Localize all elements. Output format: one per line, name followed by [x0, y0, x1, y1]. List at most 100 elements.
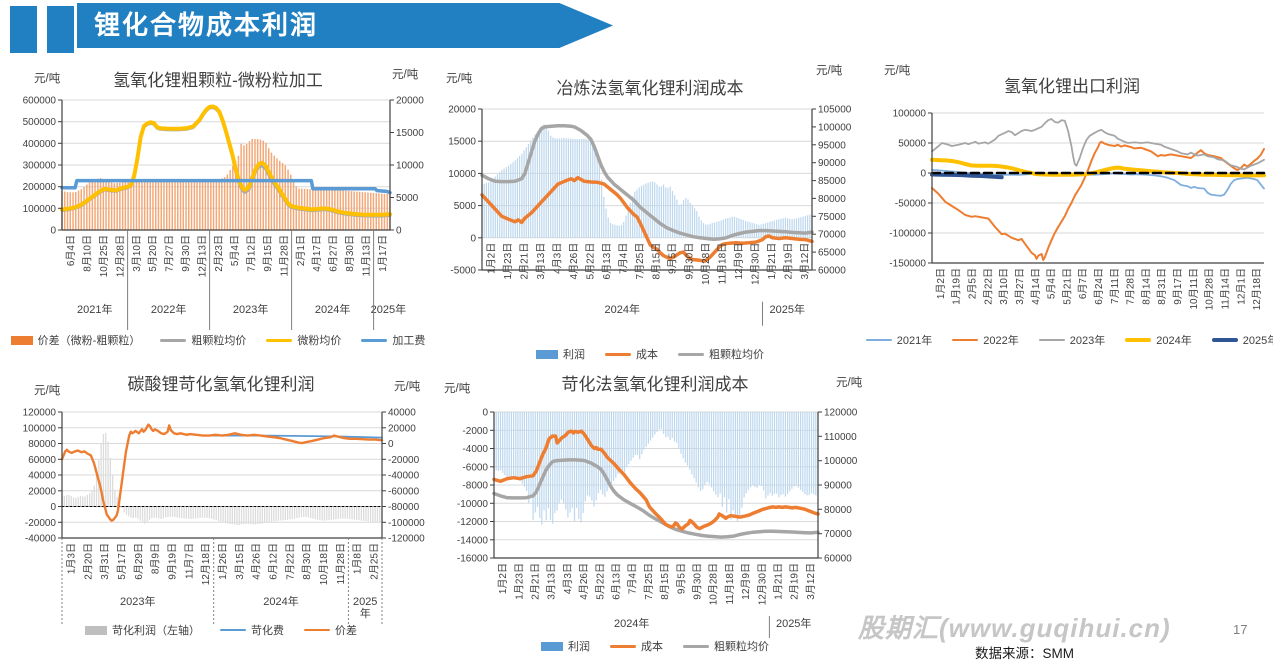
svg-text:-40000: -40000: [25, 534, 57, 545]
svg-text:8月9日: 8月9日: [150, 543, 162, 574]
series-加工费: [60, 178, 392, 195]
svg-text:100000: 100000: [824, 456, 858, 467]
axes: [478, 108, 816, 271]
year-group-labels: 2021年 2022年 2023年 2024年 2025年: [77, 302, 406, 316]
legend-label: 2024年: [1156, 335, 1192, 347]
axis-tick-labels: 0 100000 200000 300000 400000 500000 600000 0 50…: [23, 96, 425, 237]
svg-text:9月17日: 9月17日: [1172, 268, 1184, 305]
chart2-title: 冶炼法氢氧化锂利润成本: [556, 79, 744, 98]
svg-text:1月21日: 1月21日: [773, 563, 785, 600]
svg-text:2月23日: 2月23日: [213, 235, 225, 272]
legend-label: 2023年: [1069, 335, 1106, 347]
legend-label: 粗颗粒均价: [191, 335, 247, 347]
legend-item: 2022年: [952, 332, 1019, 348]
page-number: 17: [1233, 622, 1248, 637]
svg-text:2024年: 2024年: [614, 616, 649, 630]
svg-text:100000: 100000: [23, 423, 57, 434]
legend-item: 成本: [605, 346, 658, 362]
svg-text:12月9日: 12月9日: [733, 243, 745, 280]
svg-text:11月7日: 11月7日: [183, 543, 195, 579]
legend-label: 2022年: [983, 335, 1019, 347]
chart2-unit-left: 元/吨: [446, 73, 473, 85]
chart3-unit-left: 元/吨: [884, 65, 911, 77]
chart2-legend: 利润 成本 粗颗粒均价: [432, 346, 868, 362]
series-价差: [60, 423, 384, 522]
legend-line-icon: [266, 338, 293, 342]
series-2022年: [931, 140, 1265, 261]
svg-text:4月14日: 4月14日: [1030, 268, 1042, 305]
svg-text:105000: 105000: [818, 105, 852, 116]
svg-text:2024年: 2024年: [605, 302, 640, 316]
svg-text:10000: 10000: [396, 161, 424, 172]
legend-label: 苛化利润（左轴）: [112, 625, 200, 637]
svg-text:80000: 80000: [28, 439, 56, 450]
svg-text:5000: 5000: [396, 193, 419, 204]
chart1-unit-right: 元/吨: [392, 69, 419, 81]
axes: [928, 112, 1264, 264]
svg-text:2025: 2025: [353, 596, 377, 608]
legend-line-icon: [605, 352, 631, 356]
legend-item: 粗颗粒均价: [678, 346, 764, 362]
legend-line-icon: [1125, 338, 1152, 342]
chart5-plot: -16000 -14000 -12000 -10000 -8000 -6000 -4000 -…: [457, 408, 858, 638]
svg-text:5月4日: 5月4日: [229, 235, 241, 266]
svg-text:1月17日: 1月17日: [377, 235, 389, 272]
svg-text:12月13日: 12月13日: [196, 235, 208, 277]
chart2-unit-right: 元/吨: [816, 65, 843, 77]
legend-label: 加工费: [392, 335, 426, 347]
svg-text:2025年: 2025年: [371, 302, 406, 316]
svg-text:85000: 85000: [818, 176, 846, 187]
legend-swatch-icon: [10, 335, 33, 345]
chart4-title: 碳酸锂苛化氢氧化锂利润: [127, 375, 315, 394]
chart4-legend: 苛化利润（左轴） 苛化费 价差: [6, 622, 436, 638]
legend-item: 粗颗粒均价: [683, 638, 769, 654]
legend-item: 利润: [536, 346, 585, 362]
svg-text:7月4日: 7月4日: [617, 243, 629, 274]
series: [480, 124, 814, 263]
svg-text:70000: 70000: [824, 529, 852, 540]
svg-text:20000: 20000: [396, 96, 424, 107]
svg-text:75000: 75000: [818, 212, 846, 223]
svg-text:-5000: -5000: [450, 266, 476, 277]
legend-swatch-icon: [541, 641, 563, 651]
svg-text:-12000: -12000: [457, 517, 489, 528]
series-2021年: [931, 169, 1265, 197]
series-苛化费: [211, 434, 383, 439]
svg-text:11月18日: 11月18日: [724, 563, 736, 605]
legend-label: 粗颗粒均价: [709, 349, 764, 361]
axes: [58, 99, 394, 231]
chart1-title: 氢氧化锂粗颗粒-微粉粒加工: [113, 71, 323, 90]
svg-text:3月27日: 3月27日: [1014, 268, 1026, 305]
svg-text:9月30日: 9月30日: [692, 563, 704, 600]
svg-text:12月30日: 12月30日: [749, 243, 761, 285]
svg-text:6月4日: 6月4日: [65, 235, 77, 266]
axes: [58, 411, 386, 539]
svg-text:60000: 60000: [824, 554, 852, 565]
svg-text:0: 0: [482, 408, 488, 419]
legend-label: 利润: [568, 641, 590, 653]
chart1-unit-left: 元/吨: [34, 73, 61, 85]
svg-text:11月28日: 11月28日: [278, 235, 290, 277]
svg-text:2024年: 2024年: [315, 302, 350, 316]
svg-text:1月19日: 1月19日: [951, 268, 963, 305]
svg-text:7月27日: 7月27日: [164, 235, 176, 272]
x-axis-labels: 6月4日 8月10日 10月25日 12月28日 3月10日 5月20日 7月27日 9月30…: [65, 235, 389, 277]
svg-text:90000: 90000: [824, 481, 852, 492]
svg-text:600000: 600000: [23, 96, 57, 107]
series-利润: [493, 412, 819, 525]
svg-text:5月17日: 5月17日: [116, 543, 128, 580]
watermark: 股期汇(www.guqihui.cn): [858, 613, 1171, 643]
svg-text:120000: 120000: [824, 408, 858, 419]
svg-text:10月11日: 10月11日: [1188, 268, 1200, 310]
series-粗颗粒均价: [492, 458, 820, 539]
svg-text:3月13日: 3月13日: [546, 563, 558, 600]
svg-text:-120000: -120000: [388, 534, 425, 545]
svg-text:-80000: -80000: [388, 502, 420, 513]
svg-text:7月25日: 7月25日: [634, 243, 646, 280]
legend-label: 2021年: [896, 335, 933, 347]
chart1-plot: 0 100000 200000 300000 400000 500000 600000 0 50…: [23, 96, 425, 330]
svg-text:2月5日: 2月5日: [967, 268, 979, 299]
axis-tick-labels: -5000 0 5000 10000 15000 20000 60000 65000 70000…: [448, 105, 852, 277]
legend-item: 2024年: [1125, 332, 1192, 348]
svg-text:0: 0: [50, 502, 56, 513]
